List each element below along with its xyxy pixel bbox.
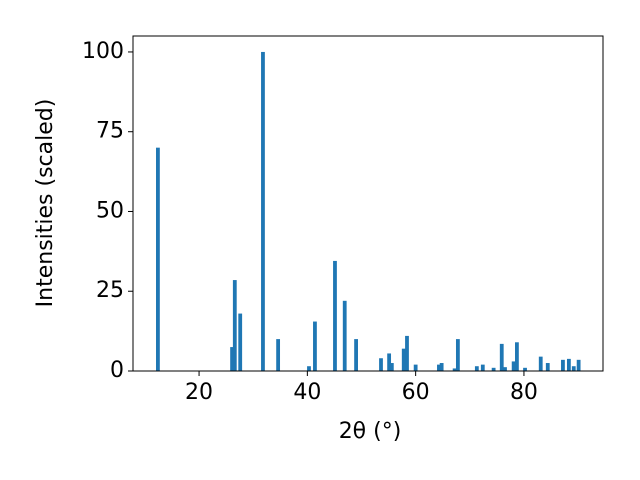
bar (545, 363, 550, 371)
bar (342, 300, 347, 371)
bar (503, 367, 507, 371)
bar (455, 339, 460, 371)
bar (571, 366, 576, 371)
x-tick-label: 80 (510, 380, 538, 405)
bar (232, 280, 237, 371)
bar (452, 368, 457, 371)
x-tick-label: 60 (402, 380, 430, 405)
bar (474, 366, 479, 371)
bar (230, 347, 234, 371)
bar (480, 364, 485, 371)
y-tick-label: 25 (96, 278, 124, 303)
x-axis-label: 2θ (°) (339, 419, 402, 444)
bar (307, 366, 311, 371)
bar (333, 260, 337, 371)
bar (405, 335, 409, 371)
bar (515, 342, 519, 371)
y-tick-label: 100 (82, 39, 124, 64)
bar (354, 339, 358, 371)
bar (439, 363, 444, 371)
bar (276, 339, 281, 371)
y-tick-label: 50 (96, 198, 124, 223)
bar (238, 313, 243, 371)
bar (261, 51, 265, 371)
bar (491, 367, 496, 371)
y-tick-label: 75 (96, 119, 124, 144)
bar (566, 358, 571, 371)
bar (313, 321, 317, 371)
bar (401, 348, 406, 371)
y-axis-label: Intensities (scaled) (33, 99, 58, 308)
bar (156, 147, 160, 371)
bar (437, 364, 441, 371)
bar (576, 359, 581, 371)
bar (523, 367, 527, 371)
bar (379, 358, 383, 371)
x-tick-label: 40 (293, 380, 321, 405)
x-tick-label: 20 (185, 380, 213, 405)
bar (389, 363, 394, 371)
plot-frame (132, 35, 604, 372)
bar (538, 356, 543, 371)
bar (387, 353, 392, 371)
bar (499, 343, 504, 371)
bar (413, 364, 418, 371)
y-tick-label: 0 (110, 358, 124, 383)
bar (511, 361, 516, 371)
bar (561, 359, 565, 371)
